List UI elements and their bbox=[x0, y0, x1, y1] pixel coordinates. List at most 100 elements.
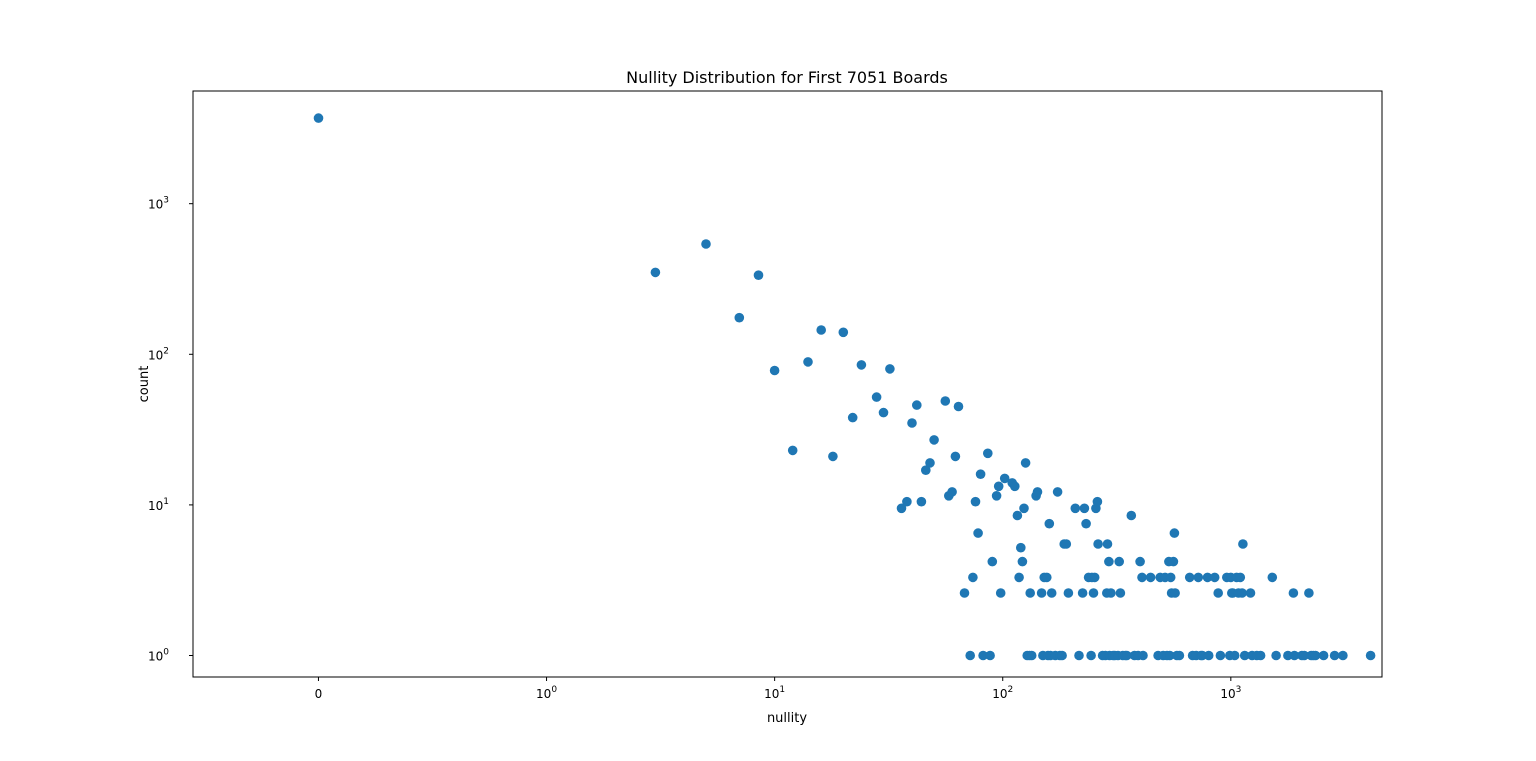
data-point bbox=[1044, 518, 1055, 529]
data-point bbox=[1032, 487, 1043, 497]
data-point bbox=[1299, 650, 1310, 661]
y-tick-label: 101 bbox=[148, 497, 169, 513]
data-point bbox=[1017, 556, 1028, 567]
data-point bbox=[950, 451, 961, 462]
data-point bbox=[1170, 588, 1180, 598]
data-point bbox=[1046, 588, 1057, 598]
data-point bbox=[1081, 518, 1091, 529]
data-point bbox=[1088, 588, 1099, 598]
data-point bbox=[816, 325, 826, 335]
data-point bbox=[1165, 650, 1175, 661]
data-point bbox=[1169, 528, 1180, 538]
data-point bbox=[978, 650, 988, 661]
data-point bbox=[1063, 588, 1074, 598]
data-point bbox=[1115, 588, 1126, 598]
x-tick-label: 102 bbox=[992, 685, 1013, 701]
data-point bbox=[1215, 650, 1226, 661]
data-point bbox=[1238, 539, 1248, 549]
x-tick-label: 101 bbox=[764, 685, 785, 701]
data-point bbox=[1237, 588, 1247, 598]
data-point bbox=[985, 650, 995, 661]
x-tick-label: 103 bbox=[1220, 685, 1241, 701]
data-point bbox=[1329, 650, 1340, 661]
data-point bbox=[1245, 588, 1256, 598]
data-point bbox=[1025, 588, 1035, 598]
data-point bbox=[1086, 650, 1096, 661]
data-point bbox=[1203, 650, 1214, 661]
data-point bbox=[787, 445, 798, 456]
data-point bbox=[1016, 542, 1026, 553]
data-point bbox=[1184, 572, 1195, 583]
data-point bbox=[1213, 588, 1223, 598]
data-point bbox=[912, 400, 922, 410]
data-point bbox=[1079, 503, 1090, 514]
data-point bbox=[856, 360, 867, 370]
data-point bbox=[916, 496, 927, 507]
data-point bbox=[1193, 572, 1204, 583]
data-point bbox=[973, 528, 983, 538]
data-point bbox=[1020, 458, 1031, 468]
data-point bbox=[1168, 556, 1179, 567]
y-tick-label: 102 bbox=[148, 346, 169, 362]
data-point bbox=[1070, 503, 1081, 514]
data-point bbox=[995, 588, 1006, 598]
data-point bbox=[1010, 481, 1020, 492]
data-point bbox=[1202, 572, 1213, 583]
chart-title: Nullity Distribution for First 7051 Boar… bbox=[626, 68, 948, 87]
data-point bbox=[1229, 650, 1240, 661]
data-point bbox=[902, 496, 912, 507]
data-point bbox=[1239, 650, 1250, 661]
data-point bbox=[847, 412, 858, 423]
data-point bbox=[983, 448, 993, 459]
data-point bbox=[1255, 650, 1266, 661]
data-point bbox=[896, 503, 907, 514]
data-point bbox=[1235, 572, 1246, 583]
data-point bbox=[1057, 650, 1067, 661]
data-point bbox=[1089, 572, 1100, 583]
data-point bbox=[1338, 650, 1348, 661]
data-point bbox=[1267, 572, 1278, 583]
x-axis-label: nullity bbox=[767, 711, 807, 726]
y-axis-label: count bbox=[137, 366, 152, 403]
data-point bbox=[753, 270, 764, 281]
data-point bbox=[959, 588, 970, 598]
data-point bbox=[1209, 572, 1220, 583]
data-point bbox=[1138, 650, 1148, 661]
data-point bbox=[1174, 650, 1185, 661]
data-point bbox=[1014, 572, 1024, 583]
data-point bbox=[968, 572, 978, 583]
data-point bbox=[803, 357, 813, 367]
data-point bbox=[929, 435, 939, 445]
data-point bbox=[1126, 510, 1137, 521]
data-point bbox=[975, 469, 986, 480]
data-point bbox=[999, 473, 1010, 484]
data-point bbox=[769, 365, 780, 376]
data-point bbox=[970, 496, 981, 507]
data-point bbox=[925, 458, 935, 468]
data-point bbox=[1165, 572, 1176, 583]
data-point bbox=[313, 113, 324, 123]
data-point bbox=[1052, 487, 1063, 497]
data-point bbox=[1074, 650, 1084, 661]
data-point bbox=[1114, 556, 1124, 567]
data-points bbox=[313, 113, 1376, 661]
data-point bbox=[1106, 588, 1116, 598]
data-point bbox=[987, 556, 998, 567]
data-point bbox=[1077, 588, 1088, 598]
data-point bbox=[1026, 650, 1037, 661]
data-point bbox=[1271, 650, 1281, 661]
y-tick-label: 103 bbox=[148, 196, 169, 212]
y-tick-label: 100 bbox=[148, 648, 169, 664]
data-point bbox=[838, 327, 849, 338]
data-point bbox=[1365, 650, 1376, 661]
x-tick-label: 100 bbox=[536, 685, 557, 701]
data-point bbox=[953, 401, 964, 412]
data-point bbox=[885, 364, 895, 374]
data-point bbox=[991, 491, 1002, 501]
data-point bbox=[1137, 572, 1147, 583]
data-point bbox=[940, 396, 951, 406]
x-axis-ticks: 0 100 101 102 103 bbox=[315, 677, 1241, 701]
data-point bbox=[1102, 539, 1113, 549]
data-point bbox=[947, 487, 957, 497]
